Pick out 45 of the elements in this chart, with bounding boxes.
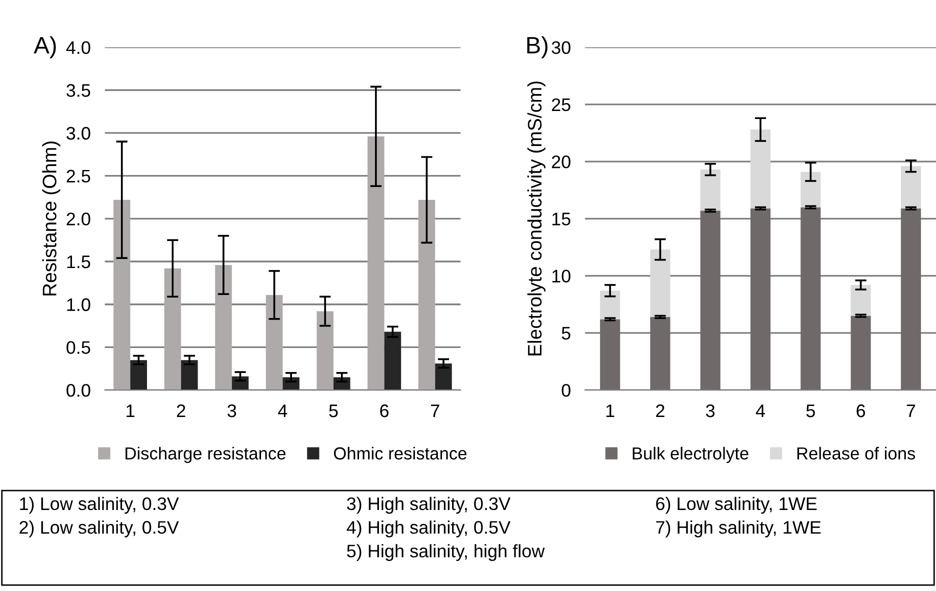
- x-tick-label: 4: [278, 404, 288, 418]
- x-tick-label: 6: [856, 404, 866, 418]
- y-axis-title: Electrolyte conductivity (mS/cm): [527, 82, 546, 356]
- text: 4) High salinity, 0.5V: [346, 520, 510, 538]
- legend-label: Ohmic resistance: [334, 446, 466, 460]
- x-tick-label: 2: [176, 404, 186, 418]
- y-tick-label: 5: [562, 327, 570, 340]
- x-tick-label: 7: [906, 404, 916, 418]
- text: 6) Low salinity, 1WE: [656, 496, 817, 514]
- y-tick-label: 1.0: [67, 298, 90, 312]
- x-tick-label: 1: [126, 404, 134, 418]
- text: 1) Low salinity, 0.3V: [20, 496, 179, 514]
- text: 3) High salinity, 0.3V: [347, 496, 510, 514]
- y-tick-label: 2.5: [66, 170, 90, 183]
- y-tick-label: 3.5: [66, 84, 90, 97]
- x-tick-label: 4: [756, 404, 765, 418]
- y-tick-label: 1.5: [67, 256, 90, 268]
- x-tick-label: 5: [329, 404, 338, 418]
- x-tick-label: 7: [431, 404, 440, 418]
- y-tick-label: 0.0: [66, 384, 90, 397]
- y-tick-label: 2.0: [66, 212, 90, 226]
- legend-label: Discharge resistance: [126, 446, 286, 463]
- y-tick-label: 4.0: [66, 41, 90, 54]
- y-tick-label: 15: [552, 212, 570, 226]
- x-tick-label: 5: [806, 404, 815, 418]
- y-tick-label: 10: [552, 270, 570, 283]
- y-axis-title: Resistance (Ohm): [42, 142, 60, 296]
- text: 7) High salinity, 1WE: [656, 520, 821, 538]
- x-tick-label: 3: [228, 404, 236, 418]
- chart-title: B): [527, 36, 548, 58]
- y-tick-label: 30: [552, 41, 570, 54]
- y-tick-label: 3.0: [66, 126, 90, 140]
- x-tick-label: 2: [656, 404, 664, 418]
- x-tick-label: 1: [606, 404, 614, 418]
- legend-label: Release of ions: [797, 446, 916, 460]
- y-tick-label: 0.5: [66, 341, 90, 354]
- x-tick-label: 6: [380, 404, 389, 418]
- legend-label: Bulk electrolyte: [632, 446, 748, 463]
- text: 2) Low salinity, 0.5V: [20, 520, 179, 538]
- text: 5) High salinity, high flow: [347, 544, 545, 561]
- y-tick-label: 0: [562, 384, 570, 397]
- chart-title: A): [34, 36, 56, 58]
- y-tick-label: 20: [552, 155, 570, 168]
- y-tick-label: 25: [552, 98, 570, 112]
- x-tick-label: 3: [706, 404, 715, 418]
